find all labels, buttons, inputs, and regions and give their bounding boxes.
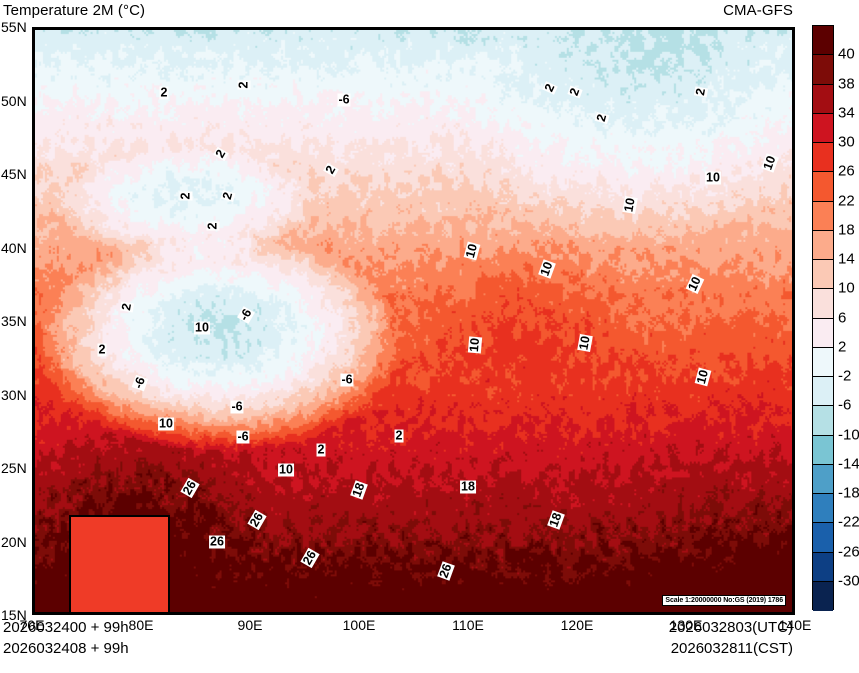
colorbar-segment (813, 435, 833, 465)
contour-label: 2 (178, 191, 193, 201)
colorbar-tick-22: 22 (838, 192, 855, 209)
contour-label: -6 (340, 372, 354, 387)
contour-label: 10 (466, 336, 483, 354)
colorbar-segment (813, 230, 833, 260)
colorbar[interactable] (812, 25, 834, 611)
colorbar-tick-2: 2 (838, 338, 847, 356)
lat-tick-35N: 35N (1, 313, 27, 329)
map-plot-area[interactable]: 2 2 -6 2 2 2 2 2 2 2 2 2 10 10 10 10 10 10 10 10 10 2 2 -6 10 -6-… (32, 27, 795, 615)
colorbar-segment (813, 201, 833, 231)
colorbar-segment (813, 318, 833, 348)
init-time-cst: 2026032408 + 99h (3, 640, 129, 657)
colorbar-tick--30: -30 (838, 572, 859, 590)
colorbar-segment (813, 464, 833, 494)
page-title: Temperature 2M (°C) (3, 2, 146, 19)
contour-label: -6 (236, 429, 250, 444)
south-china-sea-inset: Scale 1:40000000 (69, 515, 170, 612)
lon-tick-130E: 130E (669, 617, 703, 633)
lon-tick-140E: 140E (778, 617, 812, 633)
colorbar-segment (813, 494, 833, 524)
contour-label: 10 (158, 416, 174, 431)
colorbar-tick-14: 14 (838, 250, 855, 268)
contour-label: 2 (97, 342, 107, 357)
contour-label: 2 (394, 428, 404, 443)
lat-tick-25N: 25N (1, 460, 27, 476)
colorbar-tick-6: 6 (838, 309, 847, 326)
colorbar-segment (813, 26, 833, 56)
colorbar-tick--22: -22 (838, 513, 859, 531)
colorbar-tick--26: -26 (838, 543, 859, 560)
lon-tick-70E: 70E (19, 617, 45, 633)
contour-label: 10 (576, 334, 593, 352)
contour-label: 10 (278, 462, 294, 477)
lat-tick-40N: 40N (1, 239, 27, 256)
colorbar-segment (813, 347, 833, 377)
contour-label: 10 (621, 196, 638, 214)
model-label: CMA-GFS (723, 2, 793, 19)
colorbar-segment (813, 581, 833, 611)
lat-tick-55N: 55N (1, 19, 27, 35)
colorbar-segment (813, 289, 833, 319)
colorbar-segment (813, 406, 833, 436)
colorbar-tick-38: 38 (838, 75, 855, 92)
colorbar-tick--18: -18 (838, 484, 859, 502)
contour-label: 10 (705, 170, 721, 185)
lon-tick-90E: 90E (237, 617, 263, 633)
colorbar-tick--10: -10 (838, 426, 859, 443)
contour-label: 26 (209, 534, 225, 549)
inset-temperature-field (71, 517, 168, 612)
colorbar-segment (813, 113, 833, 143)
colorbar-segment (813, 377, 833, 407)
lat-tick-30N: 30N (1, 386, 27, 403)
colorbar-segment (813, 55, 833, 85)
colorbar-segment (813, 143, 833, 173)
valid-time-cst: 2026032811(CST) (670, 640, 793, 657)
lat-tick-50N: 50N (1, 92, 27, 109)
contour-label: 2 (236, 80, 251, 90)
lon-tick-100E: 100E (342, 617, 376, 633)
colorbar-segment (813, 84, 833, 114)
contour-label: 18 (460, 479, 476, 494)
colorbar-tick-10: 10 (838, 279, 855, 297)
map-scale-label: Scale 1:20000000 No:GS (2019) 1786 (662, 595, 786, 606)
lat-tick-15N: 15N (1, 607, 27, 623)
colorbar-tick-40: 40 (838, 45, 855, 63)
colorbar-segment (813, 523, 833, 553)
colorbar-tick-30: 30 (838, 133, 855, 151)
lon-tick-110E: 110E (452, 617, 484, 633)
colorbar-tick-18: 18 (838, 221, 855, 239)
colorbar-tick--2: -2 (838, 367, 852, 385)
colorbar-tick--6: -6 (838, 396, 852, 414)
colorbar-segment (813, 552, 833, 582)
contour-label: -6 (230, 399, 244, 414)
colorbar-tick--14: -14 (838, 455, 859, 473)
contour-label: 10 (194, 320, 210, 335)
colorbar-tick-34: 34 (838, 104, 855, 122)
lon-tick-120E: 120E (560, 617, 594, 633)
colorbar-segment (813, 172, 833, 202)
contour-label: 2 (205, 221, 220, 231)
lon-tick-80E: 80E (128, 617, 154, 633)
colorbar-segment (813, 260, 833, 290)
lat-tick-20N: 20N (1, 533, 27, 550)
colorbar-tick-26: 26 (838, 162, 855, 180)
contour-label: 2 (159, 85, 169, 100)
valid-time-utc: 2026032803(UTC) (668, 619, 793, 636)
lat-tick-45N: 45N (1, 166, 27, 182)
contour-label: 2 (316, 442, 326, 457)
init-time-utc: 2026032400 + 99h (3, 619, 129, 636)
contour-label: -6 (337, 92, 351, 107)
